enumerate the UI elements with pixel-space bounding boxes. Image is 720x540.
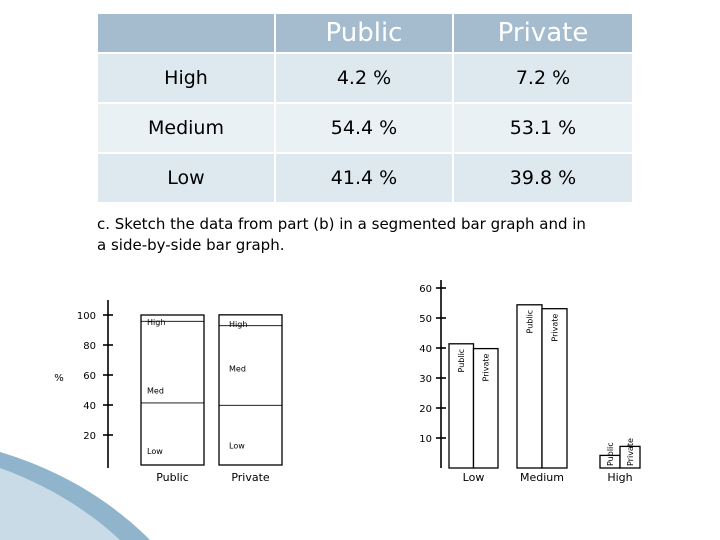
side-y-tick-label: 60 xyxy=(419,284,432,295)
row-private-value: 7.2 % xyxy=(454,54,632,102)
segmented-bar-chart: 20 40 60 80 100% High Med Low Public High Med Low Pr… xyxy=(54,300,283,484)
side-y-tick-label: 30 xyxy=(419,374,432,385)
side-bar-series-label: Public xyxy=(457,349,466,373)
seg-bar-public xyxy=(140,314,205,466)
side-bar-low-private xyxy=(472,347,499,469)
table-header-private: Private xyxy=(454,14,632,52)
row-public-value: 54.4 % xyxy=(276,104,452,152)
seg-y-axis-label: % xyxy=(54,373,64,384)
side-by-side-bar-chart: 10 20 30 40 50 60 Public Private Low Public Privat… xyxy=(419,280,641,484)
side-y-tick-label: 40 xyxy=(419,344,432,355)
side-bar-high-private xyxy=(619,445,641,469)
side-y-tick-label: 20 xyxy=(419,404,432,415)
row-label: High xyxy=(98,54,274,102)
decorative-swoosh xyxy=(0,452,150,540)
side-bar-series-label: Private xyxy=(551,314,560,342)
side-bar-medium-private xyxy=(541,308,568,469)
side-y-tick-label: 10 xyxy=(419,434,432,445)
seg-y-tick-label: 60 xyxy=(83,371,96,382)
seg-label-high: High xyxy=(229,320,247,329)
side-category-label: Medium xyxy=(520,471,564,484)
row-private-value: 39.8 % xyxy=(454,154,632,202)
side-y-tick-label: 50 xyxy=(419,314,432,325)
side-category-label: High xyxy=(607,471,632,484)
seg-y-tick-label: 20 xyxy=(83,431,96,442)
seg-bar-private xyxy=(218,314,283,466)
seg-y-tick-label: 80 xyxy=(83,341,96,352)
row-private-value: 53.1 % xyxy=(454,104,632,152)
side-bar-series-label: Private xyxy=(626,438,635,466)
side-bar-series-label: Public xyxy=(526,310,535,334)
seg-category-label: Public xyxy=(156,471,189,484)
swoosh-shape-front xyxy=(0,468,120,540)
side-bar-medium-public xyxy=(516,304,543,469)
table-header-public: Public xyxy=(276,14,452,52)
seg-label-high: High xyxy=(147,318,165,327)
table-row-medium: Medium 54.4 % 53.1 % xyxy=(98,104,632,152)
table-row-high: High 4.2 % 7.2 % xyxy=(98,54,632,102)
question-text: c. Sketch the data from part (b) in a se… xyxy=(97,215,586,254)
side-bar-series-label: Public xyxy=(606,442,615,466)
row-label: Medium xyxy=(98,104,274,152)
data-table: Public Private High 4.2 % 7.2 % Medium 5… xyxy=(96,12,634,204)
row-public-value: 4.2 % xyxy=(276,54,452,102)
side-bar-series-label: Private xyxy=(482,354,491,382)
seg-label-med: Med xyxy=(147,386,164,395)
side-category-label: Low xyxy=(463,471,485,484)
table-header-blank xyxy=(98,14,274,52)
seg-label-low: Low xyxy=(147,447,163,456)
table-header-row: Public Private xyxy=(98,14,632,52)
seg-y-tick-label: 100 xyxy=(77,311,96,322)
row-public-value: 41.4 % xyxy=(276,154,452,202)
row-label: Low xyxy=(98,154,274,202)
seg-category-label: Private xyxy=(231,471,270,484)
seg-label-med: Med xyxy=(229,365,246,374)
table-row-low: Low 41.4 % 39.8 % xyxy=(98,154,632,202)
seg-label-low: Low xyxy=(229,441,245,450)
seg-y-tick-label: 40 xyxy=(83,401,96,412)
side-bar-low-public xyxy=(448,343,475,469)
